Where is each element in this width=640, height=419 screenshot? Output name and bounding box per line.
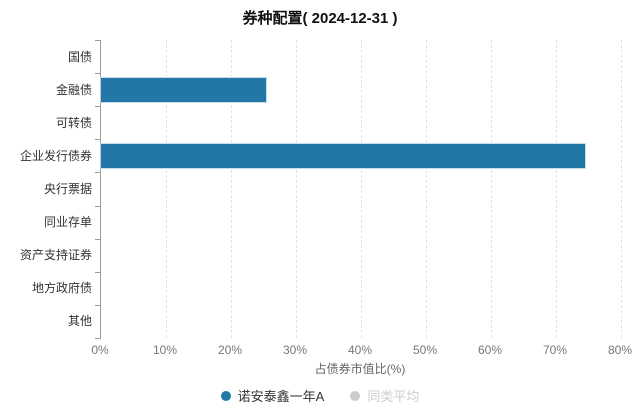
y-axis-label: 同业存单 <box>43 215 92 229</box>
y-axis-tick <box>95 305 101 306</box>
legend-dot-icon <box>350 390 361 401</box>
gridline <box>491 40 492 338</box>
bar-企业发行债券[interactable] <box>101 144 585 168</box>
legend-item-诺安泰鑫一年A[interactable]: 诺安泰鑫一年A <box>220 386 325 405</box>
y-axis-tick <box>95 139 101 140</box>
y-axis-tick <box>95 338 101 339</box>
gridline <box>426 40 427 338</box>
gridline <box>296 40 297 338</box>
y-axis-tick <box>95 239 101 240</box>
y-axis-label: 国债 <box>67 50 92 64</box>
y-axis-tick <box>95 73 101 74</box>
y-axis-label: 资产支持证券 <box>19 248 92 262</box>
x-tick-label: 40% <box>347 343 373 357</box>
y-axis-label: 可转债 <box>55 116 92 130</box>
legend: 诺安泰鑫一年A 同类平均 <box>0 386 640 405</box>
x-axis-name: 占债券市值比(%) <box>314 362 406 376</box>
y-axis-label: 地方政府债 <box>31 281 92 295</box>
y-axis-tick <box>95 272 101 273</box>
chart-title: 券种配置( 2024-12-31 ) <box>242 10 398 27</box>
plot-area <box>95 40 622 339</box>
x-tick-label: 60% <box>477 343 503 357</box>
x-tick-label: 80% <box>607 343 633 357</box>
legend-dot-icon <box>220 390 231 401</box>
x-tick-label: 30% <box>282 343 308 357</box>
gridline <box>621 40 622 338</box>
y-axis-tick <box>95 40 101 41</box>
legend-item-同类平均[interactable]: 同类平均 <box>350 386 419 405</box>
legend-label: 诺安泰鑫一年A <box>237 389 325 404</box>
legend-label: 同类平均 <box>367 389 420 404</box>
x-tick-label: 20% <box>217 343 243 357</box>
gridline <box>556 40 557 338</box>
gridline <box>231 40 232 338</box>
y-axis-label: 金融债 <box>55 83 92 97</box>
bar-金融债[interactable] <box>101 78 266 102</box>
x-tick-label: 50% <box>412 343 438 357</box>
gridline <box>166 40 167 338</box>
y-axis-label: 其他 <box>67 314 92 328</box>
x-tick-label: 10% <box>152 343 178 357</box>
y-axis-tick <box>95 172 101 173</box>
x-tick-label: 70% <box>542 343 568 357</box>
y-axis-tick <box>95 206 101 207</box>
x-tick-label: 0% <box>91 343 109 357</box>
y-axis-tick <box>95 106 101 107</box>
y-axis-label: 企业发行债券 <box>19 149 92 163</box>
y-axis-label: 央行票据 <box>43 182 92 196</box>
gridline <box>361 40 362 338</box>
